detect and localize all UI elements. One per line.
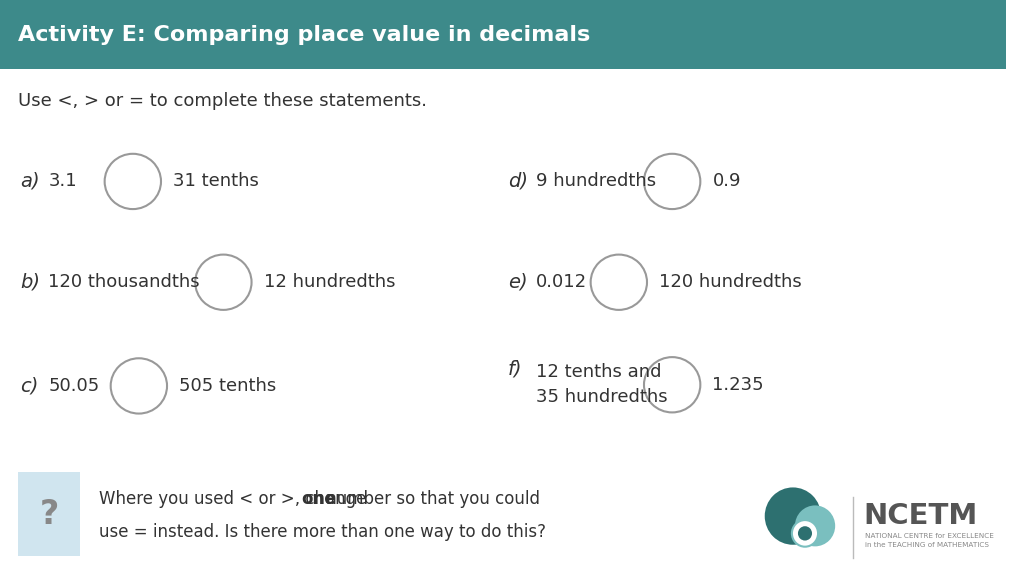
Text: d): d): [508, 172, 528, 191]
Text: 12 hundredths: 12 hundredths: [263, 273, 395, 291]
Text: one: one: [301, 490, 336, 508]
Text: NATIONAL CENTRE for EXCELLENCE
in the TEACHING of MATHEMATICS: NATIONAL CENTRE for EXCELLENCE in the TE…: [865, 533, 994, 548]
Ellipse shape: [765, 487, 821, 545]
Text: b): b): [20, 273, 40, 291]
Text: a): a): [20, 172, 40, 191]
Ellipse shape: [798, 526, 812, 540]
Text: 120 hundredths: 120 hundredths: [659, 273, 802, 291]
Text: ?: ?: [40, 498, 59, 530]
Text: 50.05: 50.05: [48, 377, 99, 395]
Ellipse shape: [792, 520, 818, 547]
Text: 505 tenths: 505 tenths: [179, 377, 276, 395]
Text: 3.1: 3.1: [48, 172, 77, 191]
Text: 1.235: 1.235: [713, 376, 764, 394]
FancyBboxPatch shape: [0, 0, 1007, 69]
Text: c): c): [20, 377, 39, 395]
Text: Use <, > or = to complete these statements.: Use <, > or = to complete these statemen…: [18, 92, 427, 110]
Text: f): f): [508, 359, 522, 378]
Text: 0.9: 0.9: [713, 172, 741, 191]
FancyBboxPatch shape: [18, 472, 81, 556]
Text: 12 tenths and
35 hundredths: 12 tenths and 35 hundredths: [537, 363, 668, 406]
Text: e): e): [508, 273, 527, 291]
Text: use = instead. Is there more than one way to do this?: use = instead. Is there more than one wa…: [98, 524, 546, 541]
Text: number so that you could: number so that you could: [322, 490, 540, 508]
Text: Activity E: Comparing place value in decimals: Activity E: Comparing place value in dec…: [18, 25, 591, 44]
Text: 31 tenths: 31 tenths: [173, 172, 259, 191]
Text: 120 thousandths: 120 thousandths: [48, 273, 200, 291]
Text: Where you used < or >, change: Where you used < or >, change: [98, 490, 372, 508]
Text: NCETM: NCETM: [863, 502, 978, 530]
Text: 9 hundredths: 9 hundredths: [537, 172, 656, 191]
Ellipse shape: [795, 505, 836, 547]
Text: 0.012: 0.012: [537, 273, 588, 291]
